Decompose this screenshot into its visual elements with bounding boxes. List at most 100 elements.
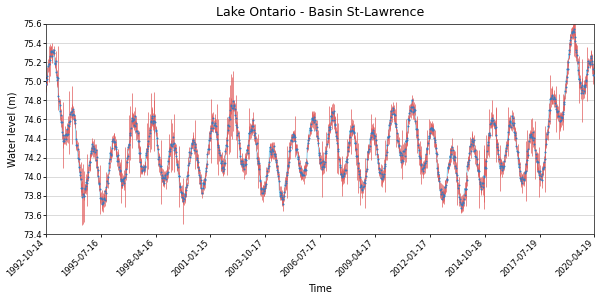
- Point: [445, 154, 455, 158]
- Point: [358, 185, 368, 190]
- Point: [48, 49, 58, 54]
- Point: [63, 132, 73, 137]
- Point: [82, 181, 92, 186]
- Point: [339, 171, 349, 176]
- Point: [388, 107, 398, 112]
- Point: [293, 155, 303, 160]
- Point: [186, 151, 196, 155]
- Point: [486, 121, 496, 126]
- Point: [396, 151, 406, 156]
- Point: [440, 184, 450, 189]
- Point: [496, 164, 506, 169]
- Point: [265, 145, 274, 150]
- Point: [183, 173, 193, 178]
- Point: [288, 132, 298, 136]
- Point: [284, 159, 293, 164]
- Point: [109, 139, 118, 144]
- Point: [466, 141, 476, 146]
- Point: [278, 197, 287, 202]
- Point: [373, 160, 383, 165]
- Point: [191, 145, 200, 150]
- Point: [440, 193, 449, 198]
- Point: [254, 161, 264, 166]
- Point: [79, 194, 88, 199]
- Point: [574, 77, 583, 82]
- Point: [448, 148, 457, 153]
- Point: [55, 103, 64, 108]
- Point: [243, 150, 253, 155]
- Point: [95, 187, 105, 192]
- Point: [481, 164, 490, 169]
- Point: [337, 172, 346, 177]
- Point: [409, 109, 418, 114]
- Point: [542, 137, 551, 142]
- Point: [525, 135, 535, 140]
- Point: [41, 82, 50, 86]
- Point: [62, 133, 71, 138]
- Point: [378, 175, 388, 180]
- Point: [455, 200, 465, 204]
- Point: [97, 197, 106, 202]
- Point: [264, 164, 274, 169]
- Point: [310, 118, 320, 123]
- Point: [131, 124, 140, 129]
- Point: [533, 168, 543, 173]
- Point: [376, 167, 385, 172]
- Point: [428, 128, 437, 132]
- Point: [564, 52, 574, 56]
- Point: [269, 144, 278, 149]
- Point: [427, 126, 436, 130]
- Point: [101, 191, 111, 196]
- Point: [187, 142, 197, 146]
- Point: [204, 138, 214, 143]
- Point: [540, 157, 550, 162]
- Point: [199, 182, 209, 186]
- Point: [146, 120, 155, 124]
- Point: [336, 171, 346, 176]
- Point: [497, 164, 507, 169]
- Point: [562, 78, 571, 83]
- Point: [483, 140, 493, 144]
- Point: [140, 163, 150, 168]
- Point: [122, 155, 132, 160]
- Point: [583, 71, 592, 76]
- Point: [208, 120, 217, 124]
- Point: [299, 167, 309, 172]
- Point: [356, 184, 366, 189]
- Point: [44, 61, 53, 66]
- Point: [293, 157, 302, 161]
- Point: [410, 109, 419, 113]
- Point: [311, 122, 320, 127]
- Point: [123, 154, 133, 159]
- Point: [94, 174, 103, 178]
- Point: [587, 62, 596, 67]
- Point: [229, 102, 239, 107]
- Point: [134, 138, 143, 143]
- Point: [172, 162, 182, 167]
- Point: [518, 181, 527, 186]
- Point: [321, 149, 331, 154]
- Point: [347, 124, 357, 129]
- Point: [331, 121, 340, 126]
- Point: [463, 162, 473, 167]
- Point: [372, 146, 382, 151]
- Point: [501, 145, 511, 150]
- Point: [584, 65, 593, 70]
- Point: [225, 116, 235, 121]
- Point: [542, 132, 552, 136]
- Point: [198, 186, 208, 190]
- Point: [571, 39, 580, 44]
- Point: [571, 48, 581, 52]
- Point: [163, 158, 173, 163]
- Y-axis label: Water level (m): Water level (m): [7, 91, 17, 167]
- Point: [113, 153, 123, 158]
- X-axis label: Time: Time: [308, 284, 332, 294]
- Point: [88, 149, 98, 154]
- Point: [398, 149, 408, 154]
- Point: [505, 120, 515, 125]
- Point: [215, 153, 225, 158]
- Point: [188, 138, 198, 142]
- Point: [563, 59, 573, 64]
- Point: [161, 175, 170, 179]
- Point: [535, 172, 544, 177]
